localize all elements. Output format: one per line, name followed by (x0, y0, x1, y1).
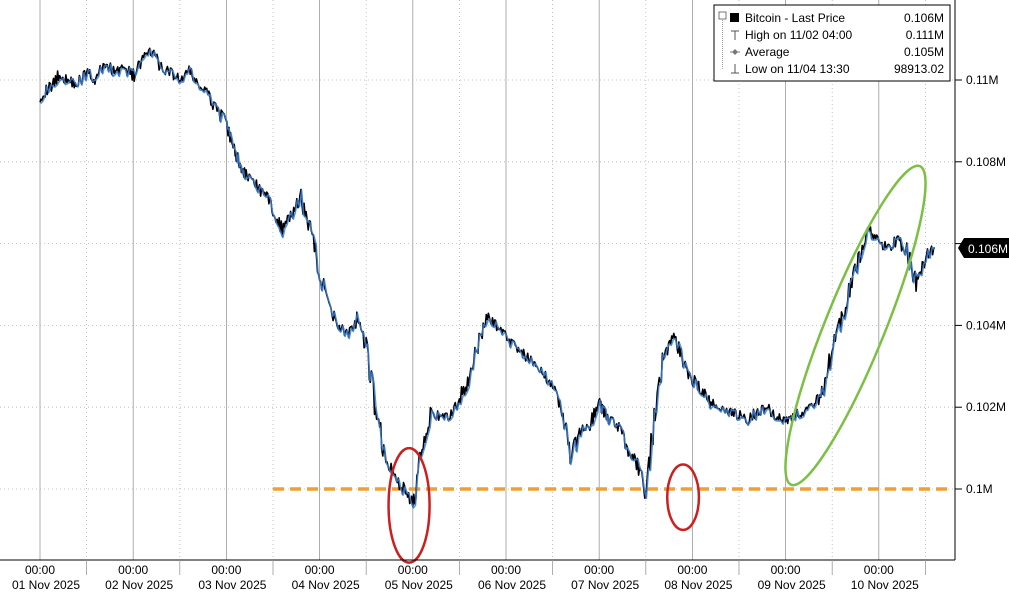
x-tick-time-1: 00:00 (118, 563, 148, 577)
plot-background (0, 0, 955, 560)
x-tick-date-3: 04 Nov 2025 (292, 578, 360, 592)
x-tick-date-8: 09 Nov 2025 (758, 578, 826, 592)
legend-collapse-icon[interactable] (718, 11, 727, 20)
legend-box (713, 4, 951, 82)
y-tick-label-4: 0.108M (966, 155, 1006, 169)
y-tick-label-1: 0.102M (966, 400, 1006, 414)
y-tick-label-5: 0.11M (966, 73, 998, 87)
x-tick-time-2: 00:00 (211, 563, 241, 577)
legend-entry-label-3: Low on 11/04 13:30 (745, 62, 850, 76)
legend-entry-label-0: Bitcoin - Last Price (745, 11, 845, 25)
x-tick-time-4: 00:00 (398, 563, 428, 577)
legend-entry-label-2: Average (745, 45, 790, 59)
last-price-tag: 0.106M (958, 238, 1009, 258)
x-tick-date-9: 10 Nov 2025 (851, 578, 919, 592)
legend: Bitcoin - Last Price 0.106M High on 11/0… (713, 4, 951, 82)
x-tick-date-4: 05 Nov 2025 (385, 578, 453, 592)
legend-entry-value-0: 0.106M (904, 11, 944, 25)
x-tick-date-2: 03 Nov 2025 (198, 578, 266, 592)
low-marker-icon (731, 64, 739, 74)
x-tick-time-5: 00:00 (491, 563, 521, 577)
y-axis: 0.1M 0.102M 0.104M 0.106M 0.108M 0.11M (955, 73, 1006, 496)
x-tick-time-3: 00:00 (305, 563, 335, 577)
high-marker-icon (731, 30, 739, 40)
last-price-label: 0.106M (968, 242, 1008, 256)
red-ellipse-1 (387, 446, 431, 564)
x-tick-date-5: 06 Nov 2025 (478, 578, 546, 592)
x-tick-time-0: 00:00 (25, 563, 55, 577)
average-marker-icon (730, 49, 740, 55)
x-tick-time-8: 00:00 (771, 563, 801, 577)
x-tick-date-1: 02 Nov 2025 (105, 578, 173, 592)
y-tick-label-0: 0.1M (966, 482, 993, 496)
x-tick-date-0: 01 Nov 2025 (12, 578, 80, 592)
x-tick-time-6: 00:00 (584, 563, 614, 577)
x-tick-date-6: 07 Nov 2025 (571, 578, 639, 592)
y-tick-label-2: 0.104M (966, 318, 1006, 332)
legend-entry-label-1: High on 11/02 04:00 (745, 28, 853, 42)
legend-entry-value-2: 0.105M (904, 45, 944, 59)
x-tick-time-9: 00:00 (864, 563, 894, 577)
legend-swatch-icon (730, 13, 739, 22)
legend-entry-value-1: 0.111M (906, 28, 944, 42)
price-line-blue (40, 48, 935, 509)
legend-entry-value-3: 98913.02 (894, 62, 944, 76)
last-price-tag-shape (958, 238, 1009, 258)
price-series (39, 47, 936, 509)
green-ellipse (784, 164, 927, 487)
x-tick-time-7: 00:00 (677, 563, 707, 577)
x-tick-date-7: 08 Nov 2025 (664, 578, 732, 592)
red-ellipse-2 (665, 463, 701, 532)
annotations-over (387, 164, 927, 564)
